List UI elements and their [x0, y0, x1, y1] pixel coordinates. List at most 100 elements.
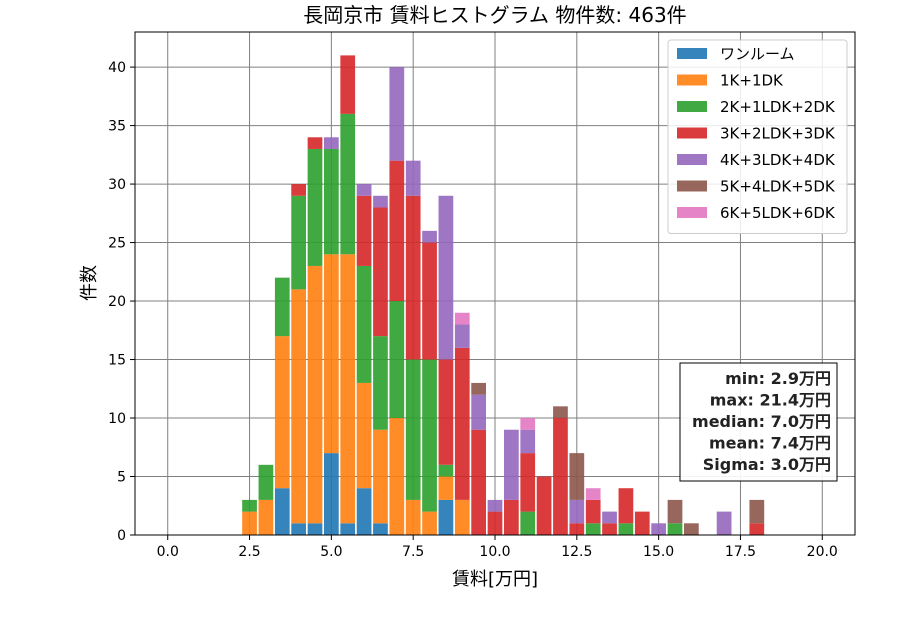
y-tick-label: 10: [108, 411, 126, 427]
legend-box: [667, 39, 848, 234]
stats-line: mean: 7.4万円: [709, 434, 831, 453]
histogram-bar: [274, 277, 290, 337]
histogram-bar: [536, 476, 552, 535]
histogram-bar: [553, 418, 568, 535]
histogram-bar: [389, 418, 405, 535]
histogram-bar: [438, 359, 454, 465]
stats-line: min: 2.9万円: [725, 369, 831, 388]
histogram-bar: [274, 488, 290, 535]
histogram-bar: [520, 429, 536, 454]
y-tick-label: 20: [108, 294, 126, 310]
stats-line: max: 21.4万円: [710, 391, 831, 410]
histogram-bar: [585, 499, 601, 524]
histogram-bar: [307, 265, 323, 524]
histogram-bar: [389, 160, 405, 302]
chart-title: 長岡京市 賃料ヒストグラム 物件数: 463件: [303, 3, 686, 27]
y-tick-label: 25: [108, 236, 126, 252]
histogram-bar: [438, 499, 454, 535]
histogram-bar: [471, 429, 486, 535]
stats-line: Sigma: 3.0万円: [703, 455, 831, 474]
histogram-bar: [405, 359, 421, 500]
histogram-bar: [569, 453, 585, 500]
histogram-bar: [569, 499, 585, 524]
histogram-bar: [749, 499, 765, 524]
histogram-bar: [373, 207, 388, 337]
legend-label: 5K+4LDK+5DK: [720, 178, 836, 196]
legend-label: 1K+1DK: [720, 72, 784, 90]
tick-layer: 0.0 2.5 5.0 7.5 10.0 12.5 15.0 17.5 20.0 0 5 10 15 20…: [108, 60, 838, 560]
histogram-bar: [520, 453, 536, 512]
histogram-bar: [324, 148, 339, 255]
histogram-bar: [602, 523, 617, 535]
histogram-bar: [520, 511, 536, 535]
x-tick-label: 15.0: [643, 544, 674, 560]
histogram-bar: [405, 499, 421, 535]
histogram-bar: [356, 382, 372, 489]
histogram-bar: [340, 254, 356, 524]
histogram-bar: [569, 523, 585, 535]
x-axis-title: 賃料[万円]: [452, 569, 538, 590]
histogram-bar: [684, 523, 699, 535]
histogram-bar: [291, 523, 306, 535]
x-tick-label: 17.5: [725, 544, 756, 560]
x-tick-label: 5.0: [320, 544, 342, 560]
x-tick-label: 12.5: [561, 544, 592, 560]
histogram-bar: [307, 523, 323, 535]
histogram-bar: [274, 336, 290, 489]
y-tick-label: 5: [117, 470, 126, 486]
x-tick-label: 7.5: [402, 544, 424, 560]
legend-swatch: [677, 207, 707, 218]
histogram-bar: [373, 195, 388, 208]
histogram-bar: [504, 499, 519, 535]
y-tick-label: 35: [108, 119, 126, 135]
y-tick-label: 30: [108, 177, 126, 193]
x-tick-label: 0.0: [157, 544, 179, 560]
histogram-bar: [618, 523, 634, 535]
legend-swatch: [677, 74, 707, 86]
histogram-bar: [291, 289, 306, 524]
histogram-bar: [389, 301, 405, 419]
legend-swatch: [677, 48, 707, 59]
legend-swatch: [677, 180, 707, 192]
histogram-bar: [356, 184, 372, 196]
histogram-bar: [454, 312, 470, 325]
histogram-bar: [438, 476, 454, 500]
histogram-bar: [324, 453, 339, 535]
legend-label: ワンルーム: [720, 45, 795, 63]
histogram-bar: [667, 499, 683, 524]
legend: ワンルーム 1K+1DK 2K+1LDK+2DK 3K+2LDK+3DK 4K+3LDK…: [667, 39, 848, 234]
histogram-bar: [307, 148, 323, 266]
histogram-bar: [422, 511, 437, 535]
legend-label: 2K+1LDK+2DK: [720, 98, 836, 116]
histogram-bar: [242, 511, 257, 535]
legend-swatch: [677, 127, 707, 139]
legend-label: 3K+2LDK+3DK: [720, 125, 836, 143]
histogram-bar: [487, 499, 503, 512]
stats-box-frame: [679, 362, 838, 482]
histogram-bar: [553, 406, 568, 419]
histogram-bar: [454, 324, 470, 348]
histogram-bar: [454, 347, 470, 500]
legend-swatch: [677, 154, 707, 165]
x-tick-label: 20.0: [807, 544, 838, 560]
histogram-bar: [602, 511, 617, 524]
legend-label: 4K+3LDK+4DK: [720, 151, 836, 169]
histogram-bar: [242, 499, 257, 512]
stats-line: median: 7.0万円: [692, 412, 831, 431]
x-tick-label: 10.0: [479, 544, 510, 560]
histogram-bar: [324, 254, 339, 454]
histogram-bar: [356, 265, 372, 383]
histogram-bar: [324, 137, 339, 149]
histogram-bar: [405, 195, 421, 360]
histogram-bar: [716, 511, 732, 535]
histogram-bar: [471, 394, 486, 430]
histogram-bar: [438, 195, 454, 360]
histogram-bar: [422, 359, 437, 512]
y-tick-label: 0: [117, 528, 126, 544]
histogram-bar: [356, 488, 372, 535]
histogram-bar: [618, 488, 634, 524]
histogram-bar: [585, 488, 601, 500]
histogram-bar: [340, 113, 356, 255]
histogram-bar: [389, 67, 405, 161]
